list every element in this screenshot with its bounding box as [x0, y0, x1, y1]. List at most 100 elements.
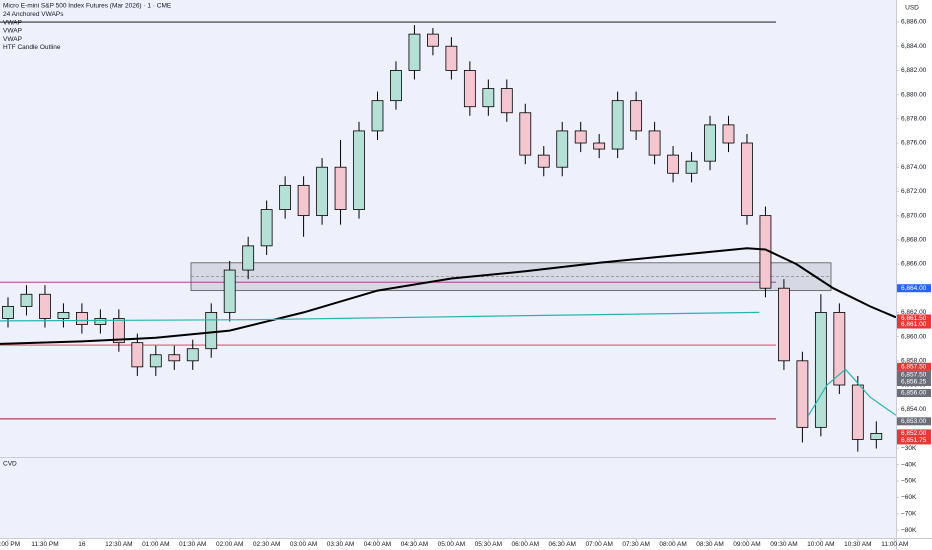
price-label: 6,861.00 — [901, 321, 927, 328]
legend-item: VWAP — [3, 28, 22, 35]
vwap-line — [0, 311, 760, 322]
y-tick-label: 6,886.00 — [901, 19, 927, 26]
x-tick-label: 16 — [78, 541, 86, 548]
candle-body — [500, 88, 513, 114]
candle-body — [2, 305, 14, 319]
y-tick-label: 6,878.00 — [901, 116, 927, 123]
x-tick-label: 08:00 AM — [659, 541, 686, 548]
candle-body — [870, 433, 883, 440]
price-label: 6,857.50 — [901, 364, 927, 371]
y-tick-label: 6,862.00 — [901, 309, 927, 316]
y-tick-label: 6,870.00 — [901, 212, 927, 219]
candle-body — [297, 184, 310, 217]
price-label-box — [897, 377, 931, 386]
price-label: 6,851.75 — [901, 437, 927, 444]
x-tick-label: 01:30 AM — [179, 541, 206, 548]
price-label-box — [897, 429, 931, 438]
price-label: 6,856.00 — [901, 390, 927, 397]
price-label-box — [897, 436, 931, 445]
candle-body — [482, 88, 495, 108]
x-tick-label: 11:00 AM — [881, 541, 908, 548]
price-label: 6,861.50 — [901, 315, 927, 322]
candle-body — [574, 130, 587, 144]
y-tick-label: 6,874.00 — [901, 164, 927, 171]
candle-body — [112, 318, 125, 344]
candle-body — [353, 130, 365, 210]
candle-body — [94, 318, 107, 325]
price-axis-background — [896, 0, 932, 550]
x-tick-label: 10:30 AM — [844, 541, 871, 548]
y-tick-label: 6,880.00 — [901, 91, 927, 98]
candle-body — [593, 142, 606, 150]
vwap-line — [0, 247, 896, 345]
candle-body — [371, 100, 384, 132]
candle-body — [76, 312, 88, 325]
y-tick-label: 6,882.00 — [901, 67, 927, 74]
candle-body — [814, 312, 827, 428]
candle-body — [796, 360, 809, 428]
y-tick-label: 6,868.00 — [901, 237, 927, 244]
x-tick-label: 09:30 AM — [770, 541, 797, 548]
price-label-box — [897, 284, 931, 293]
candle-body — [667, 154, 679, 174]
x-tick-label: 04:30 AM — [401, 541, 428, 548]
candle-body — [205, 312, 218, 350]
candle-body — [537, 154, 550, 168]
candle-body — [519, 112, 532, 156]
candle-body — [445, 45, 458, 71]
candle-body — [722, 124, 735, 144]
x-tick-label: 04:00 AM — [364, 541, 391, 548]
legend-item: 24 Anchored VWAPs — [3, 11, 64, 18]
y-tick-label: 6,884.00 — [901, 43, 927, 50]
price-label: 6,864.00 — [901, 285, 927, 292]
candle-body — [260, 209, 273, 247]
price-label-box — [897, 320, 931, 329]
x-tick-label: 05:00 AM — [438, 541, 465, 548]
candle-body — [408, 33, 421, 71]
y-tick-label: 6,866.00 — [901, 261, 927, 268]
price-label: 6,853.00 — [901, 418, 927, 425]
x-tick-label: 02:30 AM — [253, 541, 280, 548]
x-tick-label: 12:30 AM — [105, 541, 132, 548]
x-tick-label: 1:00 PM — [0, 541, 20, 548]
candle-body — [556, 130, 569, 168]
candle-body — [648, 130, 661, 156]
candle-body — [57, 312, 70, 319]
candle-body — [463, 70, 476, 108]
x-tick-label: 11:30 PM — [31, 541, 58, 548]
currency-label: USD — [905, 5, 919, 12]
cvd-title: CVD — [3, 461, 17, 468]
price-label: 6,856.25 — [901, 379, 927, 386]
candle-body — [149, 354, 162, 368]
candle-body — [741, 142, 753, 217]
x-tick-label: 02:00 AM — [216, 541, 243, 548]
cvd-tick-label: −40K — [901, 461, 917, 468]
price-label-box — [897, 417, 931, 426]
x-tick-label: 10:00 AM — [807, 541, 834, 548]
y-tick-label: 6,872.00 — [901, 188, 927, 195]
price-label-box — [897, 370, 931, 379]
price-label: 6,852.00 — [901, 430, 927, 437]
y-tick-label: 6,860.00 — [901, 333, 927, 340]
x-tick-label: 06:30 AM — [548, 541, 575, 548]
candle-body — [851, 384, 864, 440]
candle-body — [316, 166, 328, 217]
cvd-tick-label: −30K — [901, 445, 917, 452]
x-tick-label: 07:00 AM — [585, 541, 612, 548]
candle-body — [685, 160, 698, 174]
candle-body — [242, 245, 255, 271]
candle-body — [131, 342, 144, 368]
candle-body — [833, 312, 846, 386]
candle-body — [390, 70, 402, 102]
plot-background — [0, 0, 896, 538]
x-tick-label: 01:00 AM — [142, 541, 169, 548]
candle-body — [630, 100, 643, 132]
legend-item: VWAP — [3, 36, 22, 43]
candle-body — [778, 287, 790, 362]
candle-body — [279, 184, 292, 210]
candle-body — [20, 293, 33, 307]
x-tick-label: 03:30 AM — [327, 541, 354, 548]
legend-item: VWAP — [3, 19, 22, 26]
cvd-tick-label: −70K — [901, 510, 917, 517]
